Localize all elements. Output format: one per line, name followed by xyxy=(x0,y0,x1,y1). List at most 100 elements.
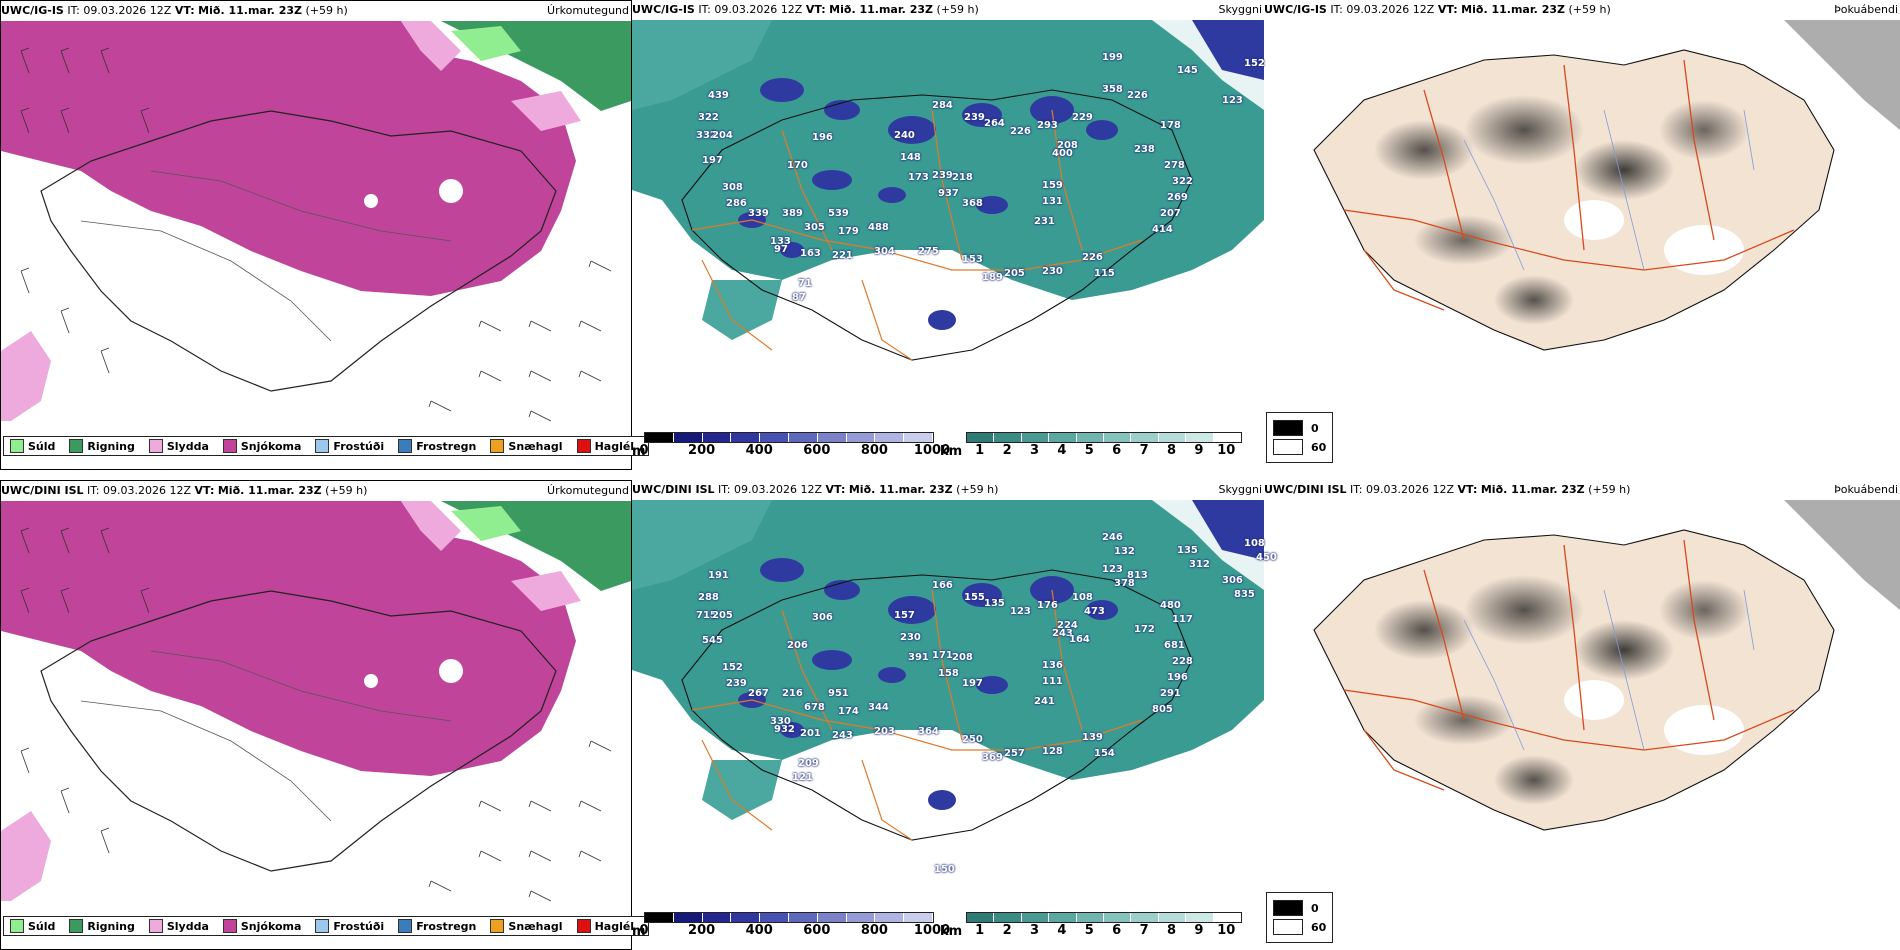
ceiling-value: 221 xyxy=(832,250,853,261)
visibility-tick: 9 xyxy=(1194,443,1204,458)
legend-label: Haglél xyxy=(594,919,635,933)
ceiling-tick: 200 xyxy=(688,923,716,938)
legend-swatch xyxy=(222,919,237,933)
ceiling-value: 224 xyxy=(1057,620,1078,631)
ceiling-value: 243 xyxy=(832,730,853,741)
model-name: UWC/IG-IS xyxy=(632,3,695,16)
ceiling-value: 139 xyxy=(1082,732,1103,743)
legend-swatch xyxy=(315,439,330,453)
legend-item: Snæhagl xyxy=(490,439,563,453)
ceiling-value: 257 xyxy=(1004,748,1025,759)
ceiling-value: 480 xyxy=(1160,600,1181,611)
ceiling-value: 322 xyxy=(1172,176,1193,187)
ceiling-value: 179 xyxy=(838,226,859,237)
visibility-tick: 5 xyxy=(1084,923,1094,938)
ceiling-value: 111 xyxy=(1042,676,1063,687)
legend-item: Frostregn xyxy=(398,919,476,933)
ceiling-value: 128 xyxy=(1042,746,1063,757)
init-label: IT: xyxy=(87,484,100,497)
ceiling-value: 152 xyxy=(722,662,743,673)
ceiling-value: 205 xyxy=(1004,268,1025,279)
roads xyxy=(691,109,1143,361)
ceiling-value: 369 xyxy=(982,752,1003,763)
legend-item: Snæhagl xyxy=(490,919,563,933)
ceiling-value: 152 xyxy=(1244,58,1265,69)
fog-legend: 0 60 xyxy=(1266,412,1334,463)
ceiling-unit: m xyxy=(632,924,646,939)
fog-legend: 0 60 xyxy=(1266,892,1334,943)
lead-time: (+59 h) xyxy=(325,484,368,497)
ceiling-value: 250 xyxy=(962,734,983,745)
legend-swatch xyxy=(398,919,413,933)
ceiling-value: 145 xyxy=(1177,65,1198,76)
model-name: UWC/DINI ISL xyxy=(1,484,84,497)
coastline xyxy=(681,89,1193,361)
drizzle-area xyxy=(451,26,521,61)
ceiling-value: 291 xyxy=(1160,688,1181,699)
legend-item: Frostregn xyxy=(398,439,476,453)
ceiling-value: 678 xyxy=(804,702,825,713)
legend-swatch xyxy=(576,439,591,453)
valid-label: VT: xyxy=(174,4,195,17)
fog-map xyxy=(1264,20,1900,430)
ceiling-value: 439 xyxy=(708,90,729,101)
model-name: UWC/DINI ISL xyxy=(1264,483,1347,496)
precip-map xyxy=(1,501,631,921)
drizzle-area xyxy=(451,506,521,541)
lead-time: (+59 h) xyxy=(305,4,348,17)
ceiling-value: 267 xyxy=(748,688,769,699)
valid-time: Mið. 11.mar. 23Z xyxy=(848,483,953,496)
ceiling-value: 206 xyxy=(787,640,808,651)
ceiling-value: 108 xyxy=(1244,538,1265,549)
ceiling-value: 123 xyxy=(1222,95,1243,106)
init-time: 09.03.2026 12Z xyxy=(714,3,803,16)
init-label: IT: xyxy=(718,483,731,496)
valid-time: Mið. 11.mar. 23Z xyxy=(198,4,302,17)
ceiling-value: 932 xyxy=(774,724,795,735)
legend-item: Súld xyxy=(10,439,55,453)
fog-indicator-panel: UWC/IG-IS IT: 09.03.2026 12Z VT: Mið. 11… xyxy=(1264,0,1900,470)
visibility-tick: 6 xyxy=(1112,923,1122,938)
visibility-tick: 1 xyxy=(975,443,985,458)
ceiling-value: 305 xyxy=(804,222,825,233)
fog-legend-max: 60 xyxy=(1311,440,1327,454)
panel-title: Þokuábendi xyxy=(1834,483,1898,496)
ceiling-value: 201 xyxy=(800,728,821,739)
ceiling-value: 241 xyxy=(1034,696,1055,707)
ceiling-value: 378 xyxy=(1114,578,1135,589)
rivers xyxy=(1463,589,1755,751)
ceiling-value: 170 xyxy=(787,160,808,171)
valid-label: VT: xyxy=(805,3,826,16)
ceiling-value: 133 xyxy=(770,236,791,247)
legend-label: Rigning xyxy=(87,439,135,453)
ceiling-value: 108 xyxy=(1072,592,1093,603)
ceiling-value: 173 xyxy=(908,172,929,183)
fog-legend-max: 60 xyxy=(1311,920,1327,934)
lead-time: (+59 h) xyxy=(1568,3,1611,16)
ceiling-value: 131 xyxy=(1042,196,1063,207)
precip-legend: Súld Rigning Slydda Snjókoma Frostúði Frostre… xyxy=(3,436,650,456)
ceiling-value: 230 xyxy=(1042,266,1063,277)
ceiling-value: 835 xyxy=(1234,589,1255,600)
visibility-tick: 3 xyxy=(1029,443,1040,458)
legend-item: Frostúði xyxy=(315,919,384,933)
ceiling-value: 332 xyxy=(696,130,717,141)
coastline xyxy=(40,110,557,392)
visibility-tick: 7 xyxy=(1139,923,1149,938)
legend-item: Haglél xyxy=(576,919,635,933)
roads xyxy=(691,589,1143,841)
ceiling-value: 158 xyxy=(938,668,959,679)
ceiling-value: 239 xyxy=(726,678,747,689)
panel-header: UWC/IG-IS IT: 09.03.2026 12Z VT: Mið. 11… xyxy=(632,0,1264,20)
legend-label: Slydda xyxy=(166,919,209,933)
visibility-scale: 1 2 3 4 5 6 7 8 9 10 km xyxy=(940,432,1242,459)
ceiling-value: 681 xyxy=(1164,640,1185,651)
legend-swatch xyxy=(148,439,163,453)
ceiling-value: 205 xyxy=(712,610,733,621)
visibility-tick: 3 xyxy=(1029,923,1040,938)
model-name: UWC/DINI ISL xyxy=(632,483,715,496)
fog-legend-min: 0 xyxy=(1311,421,1319,435)
ceiling-tick: 0 xyxy=(639,923,649,938)
legend-label: Frostregn xyxy=(416,919,477,933)
ceiling-value: 450 xyxy=(1256,552,1277,563)
